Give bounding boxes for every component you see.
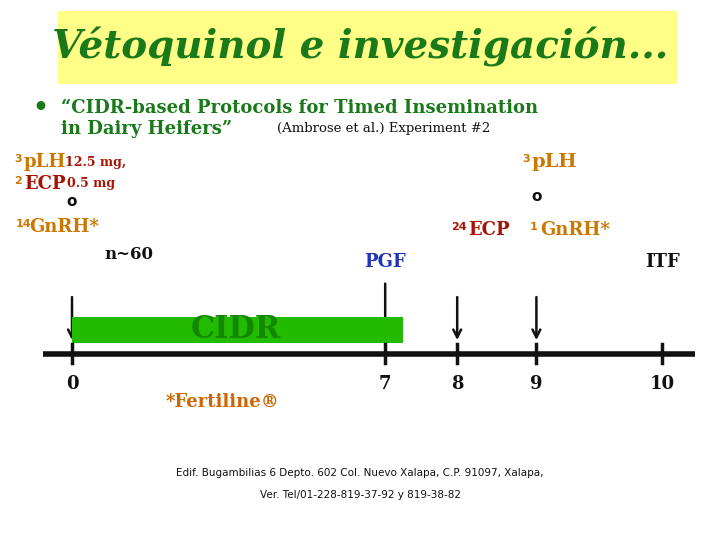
Text: pLH: pLH [531,153,577,171]
Text: “CIDR-based Protocols for Timed Insemination: “CIDR-based Protocols for Timed Insemina… [61,99,539,117]
Text: in Dairy Heifers”: in Dairy Heifers” [61,119,233,138]
Text: ITF: ITF [645,253,680,271]
Text: •: • [32,96,48,120]
Text: GnRH*: GnRH* [29,218,99,236]
Text: 1: 1 [529,221,537,232]
Text: n~60: n~60 [104,246,153,263]
Text: 7: 7 [379,375,392,393]
Text: 2: 2 [14,176,22,186]
Text: 3: 3 [14,154,22,164]
Text: Ver. Tel/01-228-819-37-92 y 819-38-82: Ver. Tel/01-228-819-37-92 y 819-38-82 [259,489,461,500]
Text: PGF: PGF [364,253,406,271]
Text: (Ambrose et al.) Experiment #2: (Ambrose et al.) Experiment #2 [277,122,490,135]
Text: 9: 9 [530,375,543,393]
Text: 24: 24 [451,221,467,232]
Text: *Fertiline®: *Fertiline® [166,393,279,411]
Text: 10: 10 [650,375,675,393]
Text: Edif. Bugambilias 6 Depto. 602 Col. Nuevo Xalapa, C.P. 91097, Xalapa,: Edif. Bugambilias 6 Depto. 602 Col. Nuev… [176,468,544,478]
Text: 8: 8 [451,375,464,393]
Text: 12.5 mg,: 12.5 mg, [65,156,126,169]
Text: GnRH*: GnRH* [540,221,610,239]
Text: o: o [67,194,77,210]
Text: ECP: ECP [24,175,66,193]
Text: Vétoquinol e investigación...: Vétoquinol e investigación... [52,27,668,67]
Text: pLH: pLH [24,153,66,171]
Text: ECP: ECP [468,221,510,239]
Text: o: o [531,189,541,204]
Text: 0.5 mg: 0.5 mg [67,177,115,191]
Text: 0: 0 [66,375,78,393]
Text: 3: 3 [522,154,530,164]
Text: CIDR: CIDR [191,314,281,346]
FancyBboxPatch shape [58,11,677,84]
FancyBboxPatch shape [72,317,403,343]
Text: 14: 14 [16,219,32,229]
